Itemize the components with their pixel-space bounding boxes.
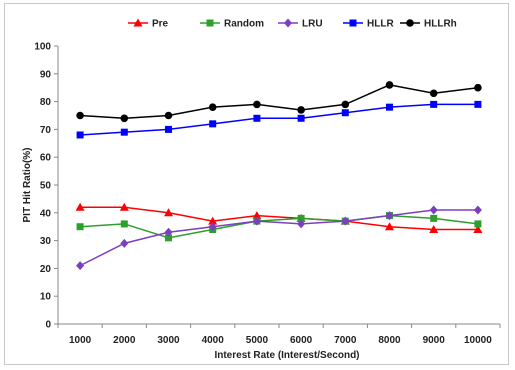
legend-item-pre: Pre	[128, 18, 169, 30]
x-tick-label: 3000	[157, 335, 180, 346]
data-point-hllr	[120, 128, 128, 136]
legend-item-random: Random	[200, 19, 264, 30]
chart-frame	[4, 3, 509, 365]
axes	[57, 46, 500, 325]
data-point-hllr	[165, 125, 172, 133]
series-lru	[76, 205, 482, 271]
data-point-pre	[252, 211, 262, 220]
y-tick-label: 50	[40, 181, 52, 192]
data-point-hllr	[386, 103, 393, 111]
data-point-pre	[473, 224, 483, 233]
data-point-hllrh	[208, 103, 217, 111]
series-pre	[75, 202, 483, 233]
data-point-hllrh	[76, 111, 84, 120]
data-point-pre	[75, 202, 85, 211]
x-tick-label: 6000	[290, 335, 313, 346]
data-point-lru	[385, 211, 394, 221]
data-point-pre	[385, 222, 394, 231]
data-point-random	[474, 220, 482, 228]
data-point-pre	[429, 224, 439, 233]
y-tick-label: 60	[40, 153, 52, 164]
data-point-lru	[164, 227, 173, 237]
legend-label: HLLRh	[424, 19, 457, 30]
legend-swatch-marker	[349, 19, 357, 27]
legend-item-lru: LRU	[278, 18, 323, 30]
y-tick-label: 20	[40, 264, 52, 275]
legend-swatch-marker	[284, 18, 292, 28]
data-point-pre	[119, 202, 129, 211]
data-point-pre	[208, 216, 218, 225]
legend-item-hllr: HLLR	[343, 19, 394, 30]
x-tick-label: 8000	[378, 335, 401, 346]
y-axis-title: PIT Hit Ratio(%)	[22, 148, 33, 223]
legend-swatch-marker	[406, 19, 414, 27]
data-point-hllr	[297, 114, 305, 122]
data-point-hllrh	[120, 114, 129, 123]
y-tick-label: 30	[40, 236, 52, 247]
data-point-hllr	[474, 100, 482, 108]
data-point-hllrh	[341, 100, 350, 109]
data-point-hllrh	[253, 100, 261, 109]
x-axis-ticks: 1000 2000 3000 4000 5000 6000 7000 8000 9000 1000…	[57, 324, 501, 346]
y-axis-ticks: 0 10 20 30 40 50 60 70 80 90 100	[34, 42, 58, 331]
data-point-hllr	[341, 109, 349, 117]
data-point-lru	[76, 261, 85, 271]
y-tick-label: 0	[45, 320, 51, 331]
series-hllrh	[76, 81, 482, 123]
x-tick-label: 9000	[423, 335, 446, 346]
x-tick-label: 5000	[246, 335, 269, 346]
x-tick-label: 1000	[69, 335, 92, 346]
data-point-lru	[473, 205, 482, 215]
series-line-hllrh	[80, 84, 478, 120]
legend: Pre Random LRU HLLR HLLRh	[128, 18, 457, 30]
data-point-random	[120, 220, 128, 228]
y-tick-label: 100	[34, 42, 51, 53]
data-point-random	[430, 214, 438, 222]
series-line-pre	[80, 206, 478, 231]
legend-swatch-marker	[133, 18, 143, 27]
x-tick-label: 10000	[464, 335, 492, 346]
data-point-hllrh	[385, 81, 394, 89]
legend-label: LRU	[302, 19, 323, 30]
data-point-random	[297, 214, 305, 222]
x-tick-label: 2000	[113, 335, 136, 346]
data-point-hllrh	[429, 89, 438, 98]
data-point-lru	[429, 205, 438, 215]
y-tick-label: 40	[40, 208, 52, 219]
data-point-random	[165, 234, 172, 242]
data-point-random	[76, 223, 84, 231]
legend-label: HLLR	[367, 19, 394, 30]
y-tick-label: 80	[40, 97, 52, 108]
data-point-hllrh	[164, 111, 173, 120]
data-point-hllrh	[474, 83, 482, 92]
legend-label: Random	[224, 19, 264, 30]
series-layer	[75, 81, 483, 271]
data-point-hllr	[253, 114, 261, 122]
y-tick-label: 70	[40, 125, 52, 136]
data-point-lru	[297, 219, 306, 229]
series-hllr	[76, 100, 482, 139]
data-point-hllr	[209, 120, 217, 128]
data-point-hllr	[430, 100, 438, 108]
x-tick-label: 4000	[202, 335, 225, 346]
x-tick-label: 7000	[334, 335, 357, 346]
data-point-lru	[341, 216, 350, 226]
legend-item-hllrh: HLLRh	[400, 19, 457, 30]
y-tick-label: 90	[40, 69, 52, 80]
series-line-hllr	[80, 103, 478, 136]
data-point-hllr	[76, 131, 84, 139]
series-line-lru	[79, 209, 478, 267]
data-point-lru	[208, 222, 217, 232]
data-point-lru	[120, 238, 129, 248]
legend-label: Pre	[152, 19, 169, 30]
y-tick-label: 10	[40, 292, 52, 303]
data-point-lru	[252, 216, 261, 226]
legend-swatch-marker	[206, 19, 214, 27]
x-axis-title: Interest Rate (Interest/Second)	[214, 350, 359, 361]
series-line-random	[80, 214, 478, 239]
data-point-pre	[164, 208, 173, 217]
data-point-hllrh	[297, 106, 305, 114]
